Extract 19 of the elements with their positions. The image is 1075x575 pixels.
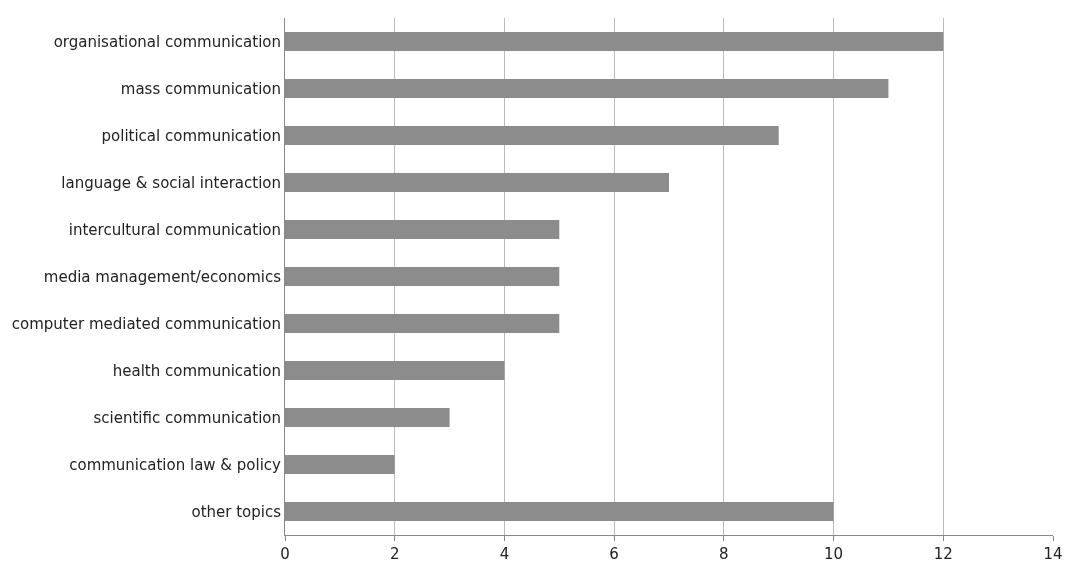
y-tick-label: political communication [101,126,281,145]
x-tick-label: 6 [609,545,619,563]
x-tick-label: 0 [280,545,290,563]
x-tick-label: 10 [824,545,844,563]
y-tick-label: intercultural communication [68,220,281,239]
y-tick-label: mass communication [120,79,281,98]
y-tick-label: computer mediated communication [11,314,281,333]
y-tick-label: organisational communication [53,32,281,51]
y-tick-label: scientific communication [93,408,281,427]
x-tick-label: 14 [1043,545,1063,563]
x-tick-label: 8 [719,545,729,563]
y-tick-label: health communication [112,361,281,380]
y-tick-label: communication law & policy [69,455,282,474]
y-tick-label: language & social interaction [61,173,281,192]
x-tick-label: 12 [933,545,953,563]
y-tick-label: media management/economics [43,267,282,286]
x-tick-label: 2 [389,545,400,563]
x-tick-label: 4 [499,545,510,563]
y-tick-label: other topics [191,502,282,521]
